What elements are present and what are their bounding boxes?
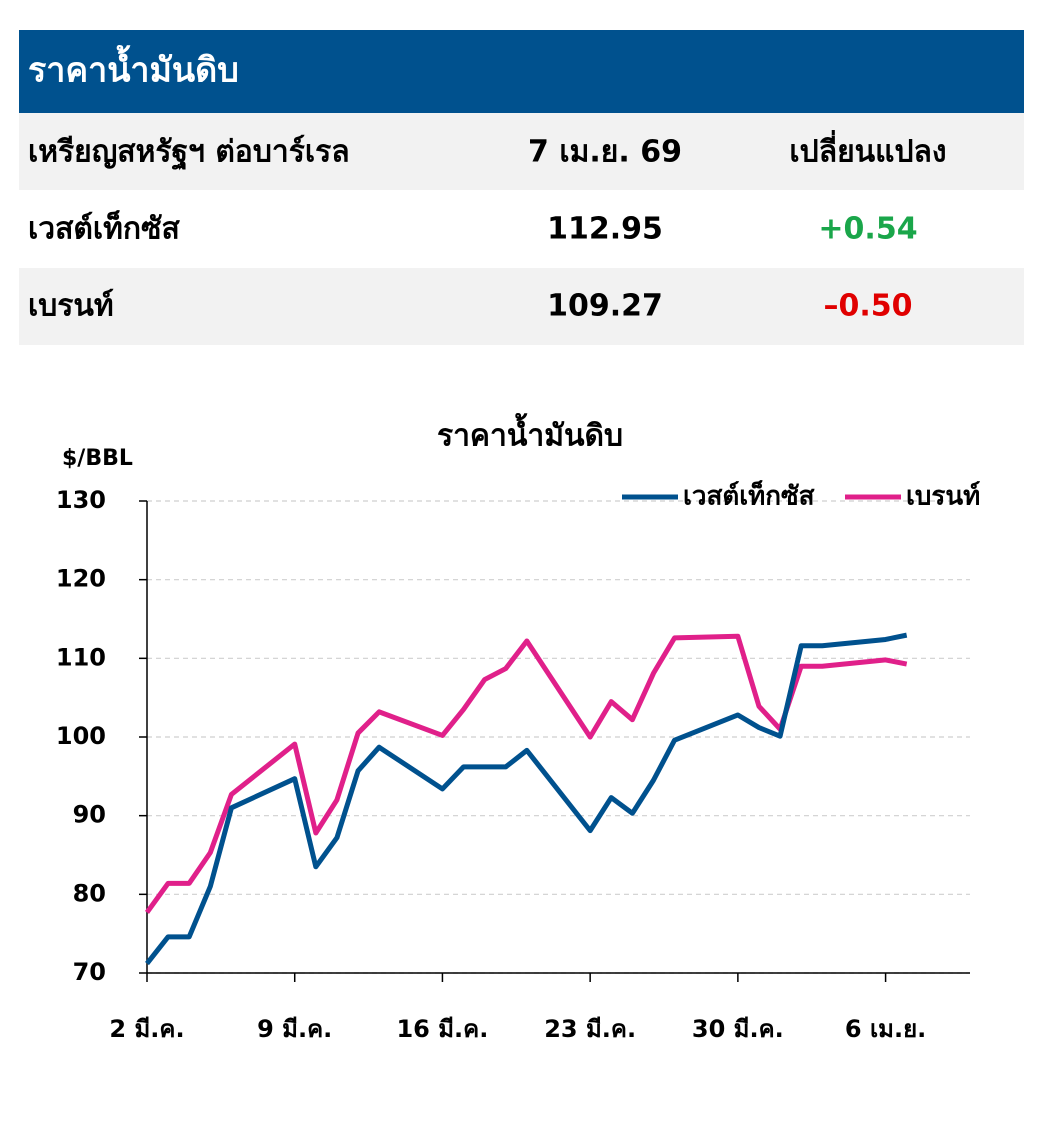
x-tick-label: 9 มี.ค. [257, 1015, 332, 1043]
y-tick-label: 90 [73, 801, 106, 829]
row-bg [19, 268, 1024, 345]
x-tick-label: 30 มี.ค. [692, 1015, 784, 1043]
row-name: เวสต์เท็กซัส [28, 210, 180, 247]
row-bg [19, 113, 1024, 190]
column-header: เหรียญสหรัฐฯ ต่อบาร์เรล [28, 135, 350, 172]
row-name: เบรนท์ [28, 289, 114, 324]
y-tick-label: 70 [73, 958, 106, 986]
legend-label: เวสต์เท็กซัส [683, 480, 815, 512]
chart-title: ราคาน้ำมันดิบ [437, 413, 623, 454]
column-header: เปลี่ยนแปลง [789, 130, 946, 170]
y-tick-label: 130 [56, 486, 106, 514]
column-header: 7 เม.ย. 69 [528, 135, 682, 170]
line-series [145, 632, 908, 966]
legend-label: เบรนท์ [906, 481, 980, 512]
x-tick-label: 2 มี.ค. [109, 1015, 184, 1043]
x-tick-label: 6 เม.ย. [845, 1015, 926, 1043]
x-tick-label: 23 มี.ค. [544, 1015, 636, 1043]
line-series [144, 633, 908, 914]
x-tick-label: 16 มี.ค. [396, 1015, 488, 1043]
row-change: +0.54 [818, 212, 917, 247]
row-change: –0.50 [823, 289, 912, 324]
y-tick-label: 100 [56, 722, 106, 750]
y-tick-label: 120 [56, 565, 106, 593]
y-tick-label: 80 [73, 879, 106, 907]
row-price: 109.27 [547, 289, 663, 324]
y-tick-label: 110 [56, 643, 106, 671]
table-title: ราคาน้ำมันดิบ [28, 45, 239, 91]
y-axis-label: $/BBL [62, 446, 133, 471]
table-header-bg [19, 30, 1024, 113]
row-price: 112.95 [547, 212, 663, 247]
